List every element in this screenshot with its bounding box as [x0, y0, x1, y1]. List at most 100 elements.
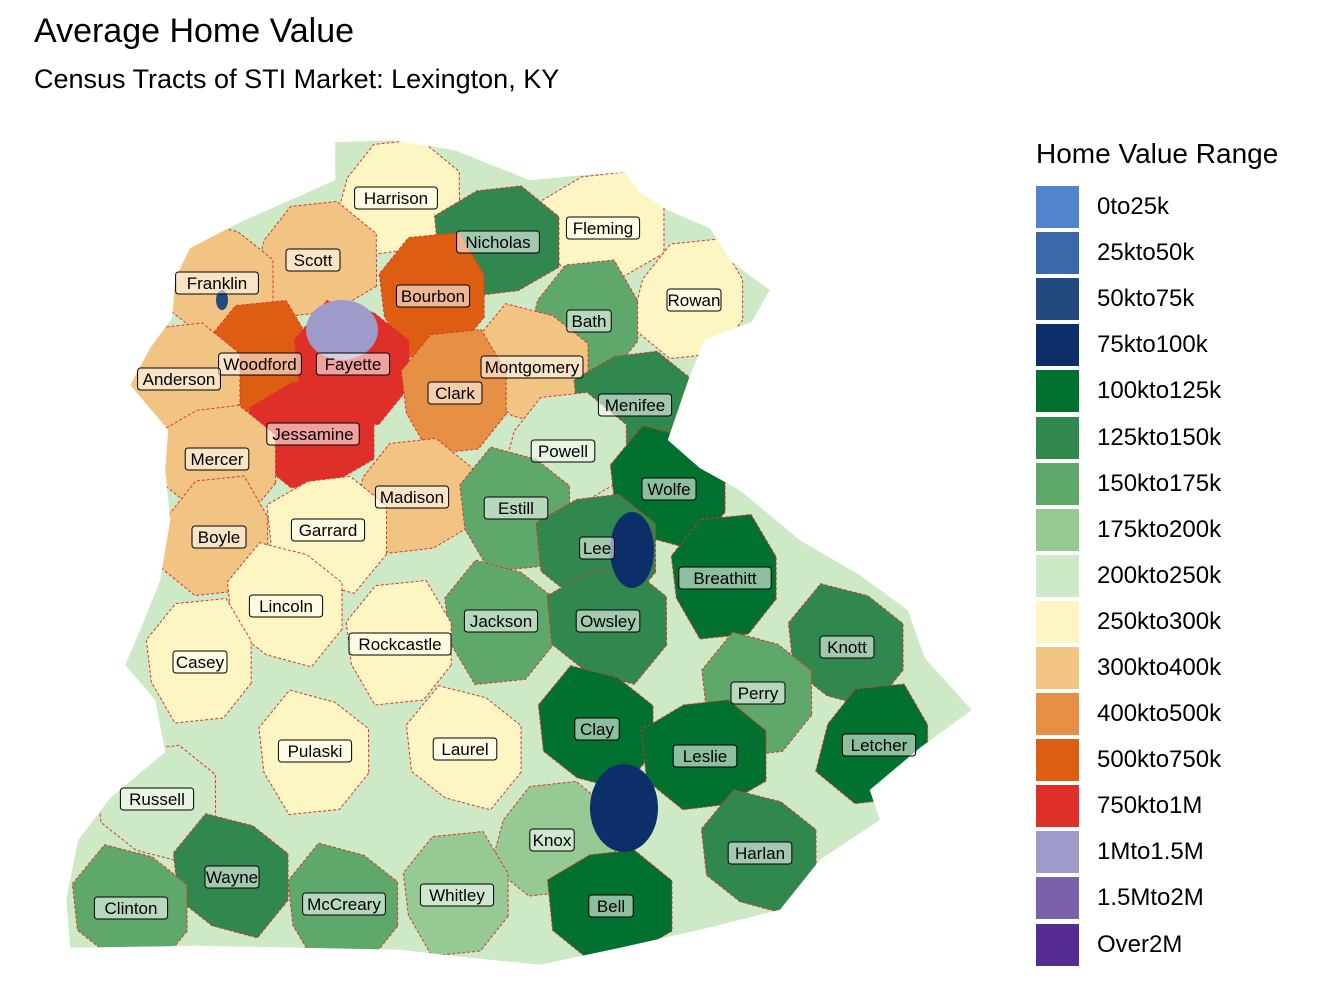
county-label-box — [266, 422, 360, 446]
county-label-bell: Bell — [588, 894, 634, 918]
county-label-knott: Knott — [819, 635, 875, 659]
county-label-wayne: Wayne — [204, 865, 260, 889]
county-label-breathitt: Breathitt — [678, 566, 772, 590]
county-name: Menifee — [605, 396, 665, 415]
county-name: Wolfe — [647, 480, 690, 499]
legend-swatch — [1036, 508, 1079, 551]
legend-label: Over2M — [1097, 930, 1183, 958]
legend-item: 300kto400k — [1036, 645, 1278, 691]
legend-label: 100kto125k — [1097, 377, 1222, 405]
county-label-lee: Lee — [579, 536, 615, 560]
county-label-casey: Casey — [172, 650, 228, 674]
county-label-box — [483, 496, 549, 520]
county-label-box — [579, 536, 615, 560]
county-label-box — [119, 787, 195, 811]
county-label-knox: Knox — [529, 828, 575, 852]
county-label-box — [530, 439, 596, 463]
market-boundary — [65, 139, 973, 966]
legend-label: 50kto75k — [1097, 285, 1195, 313]
legend-item: 100kto125k — [1036, 368, 1278, 414]
county-name: Owsley — [580, 612, 636, 631]
legend-swatch — [1036, 923, 1079, 966]
county-name: Whitley — [429, 886, 485, 905]
county-label-box — [588, 894, 634, 918]
county-name: Knox — [533, 831, 572, 850]
legend-items: 0to25k 25kto50k 50kto75k 75kto100k 100kto125… — [1036, 184, 1278, 968]
county-label-laurel: Laurel — [432, 737, 498, 761]
county-label-box — [204, 865, 260, 889]
county-regions — [65, 139, 973, 966]
county-label-franklin: Franklin — [175, 271, 259, 295]
county-label-box — [841, 733, 917, 757]
legend-item: 25kto50k — [1036, 230, 1278, 276]
county-label-harrison: Harrison — [354, 186, 438, 210]
county-label-box — [672, 744, 738, 768]
county-name: Rowan — [668, 291, 721, 310]
county-label-box — [641, 477, 697, 501]
county-name: Woodford — [223, 355, 296, 374]
county-label-jessamine: Jessamine — [266, 422, 360, 446]
tract-highlight-lee — [610, 512, 654, 588]
legend-swatch — [1036, 646, 1079, 689]
county-name: McCreary — [307, 895, 381, 914]
county-label-box — [480, 355, 584, 379]
legend-swatch — [1036, 600, 1079, 643]
legend-swatch — [1036, 554, 1079, 597]
county-label-box — [456, 230, 540, 254]
county-label-box — [727, 841, 793, 865]
county-label-box — [175, 271, 259, 295]
legend-swatch — [1036, 186, 1079, 229]
county-name: Pulaski — [288, 742, 343, 761]
legend-item: 200kto250k — [1036, 553, 1278, 599]
legend-label: 500kto750k — [1097, 746, 1222, 774]
county-name: Scott — [294, 251, 333, 270]
legend-swatch — [1036, 278, 1079, 321]
legend-item: 250kto300k — [1036, 599, 1278, 645]
county-label-box — [191, 525, 247, 549]
county-name: Mercer — [191, 450, 244, 469]
legend-label: 400kto500k — [1097, 700, 1222, 728]
county-label-box — [218, 352, 302, 376]
legend-item: 500kto750k — [1036, 737, 1278, 783]
county-label-bourbon: Bourbon — [395, 284, 471, 308]
county-label-box — [302, 892, 386, 916]
county-label-letcher: Letcher — [841, 733, 917, 757]
legend-swatch — [1036, 877, 1079, 920]
county-label-menifee: Menifee — [597, 393, 673, 417]
county-name: Fleming — [573, 219, 633, 238]
legend-label: 1Mto1.5M — [1097, 838, 1204, 866]
county-label-nicholas: Nicholas — [456, 230, 540, 254]
county-label-box — [277, 739, 353, 763]
legend-label: 1.5Mto2M — [1097, 884, 1204, 912]
county-name: Harlan — [735, 844, 785, 863]
county-name: Harrison — [364, 189, 428, 208]
county-name: Franklin — [187, 274, 247, 293]
county-labels: Harrison Fleming Nicholas Scott Franklin Bour… — [93, 186, 917, 920]
county-label-box — [290, 518, 366, 542]
legend-label: 200kto250k — [1097, 561, 1222, 589]
county-label-jackson: Jackson — [463, 609, 539, 633]
county-label-box — [315, 352, 391, 376]
county-label-box — [678, 566, 772, 590]
county-label-garrard: Garrard — [290, 518, 366, 542]
map-subtitle: Census Tracts of STI Market: Lexington, … — [34, 64, 560, 94]
county-label-box — [248, 594, 324, 618]
county-name: Letcher — [851, 736, 908, 755]
legend-item: 1.5Mto2M — [1036, 875, 1278, 921]
county-name: Russell — [129, 790, 185, 809]
county-label-anderson: Anderson — [137, 367, 221, 391]
county-label-box — [184, 447, 250, 471]
county-name: Garrard — [299, 521, 358, 540]
legend-item: 750kto1M — [1036, 783, 1278, 829]
legend-swatch — [1036, 232, 1079, 275]
county-label-fleming: Fleming — [565, 216, 641, 240]
county-name: Knott — [827, 638, 867, 657]
county-label-boyle: Boyle — [191, 525, 247, 549]
legend-swatch — [1036, 324, 1079, 367]
county-label-box — [666, 288, 722, 312]
county-label-estill: Estill — [483, 496, 549, 520]
county-name: Jackson — [470, 612, 532, 631]
county-label-box — [730, 681, 786, 705]
county-label-wolfe: Wolfe — [641, 477, 697, 501]
